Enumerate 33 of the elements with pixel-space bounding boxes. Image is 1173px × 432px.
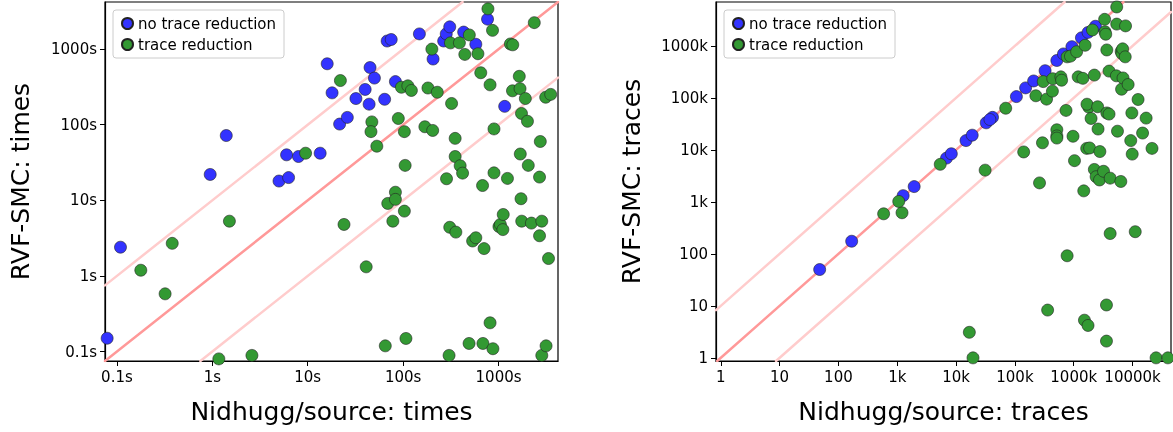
y-tick-label: 100 [679, 244, 708, 263]
y-tick-label: 1 [698, 348, 708, 367]
y-tick-label: 100k [670, 88, 709, 107]
x-axis-title: Nidhugg/source: times [190, 397, 473, 426]
legend-label: trace reduction [749, 35, 864, 54]
x-axis-title: Nidhugg/source: traces [798, 397, 1089, 426]
x-tick-label: 1000s [475, 367, 522, 386]
x-tick-label: 100 [824, 367, 853, 386]
y-tick-label: 10 [688, 296, 708, 315]
y-tick-label: 0.1s [65, 342, 98, 361]
x-tick-label: 10 [770, 367, 790, 386]
y-tick-label: 1000k [661, 36, 709, 55]
y-tick-label: 1s [79, 266, 98, 285]
x-tick-label: 1s [203, 367, 222, 386]
y-axis-title: RVF-SMC: times [6, 82, 35, 281]
y-tick-label: 10k [680, 140, 709, 159]
legend-label: no trace reduction [138, 14, 277, 33]
x-tick-label: 100s [384, 367, 422, 386]
x-tick-label: 1k [888, 367, 907, 386]
legend-label: trace reduction [138, 35, 253, 54]
x-tick-label: 100k [996, 367, 1034, 386]
x-tick-label: 10s [294, 367, 322, 386]
x-tick-label: 10000k [1104, 367, 1162, 386]
y-tick-label: 1k [689, 192, 709, 211]
y-tick-label: 1000s [51, 40, 98, 59]
y-axis-title: RVF-SMC: traces [617, 78, 646, 285]
x-tick-label: 0.1s [101, 367, 133, 386]
legend-label: no trace reduction [749, 14, 888, 33]
y-tick-label: 10s [70, 191, 98, 210]
x-tick-label: 10k [942, 367, 971, 386]
x-tick-label: 1000k [1050, 367, 1098, 386]
x-tick-label: 1 [715, 367, 726, 386]
y-tick-label: 100s [60, 115, 98, 134]
